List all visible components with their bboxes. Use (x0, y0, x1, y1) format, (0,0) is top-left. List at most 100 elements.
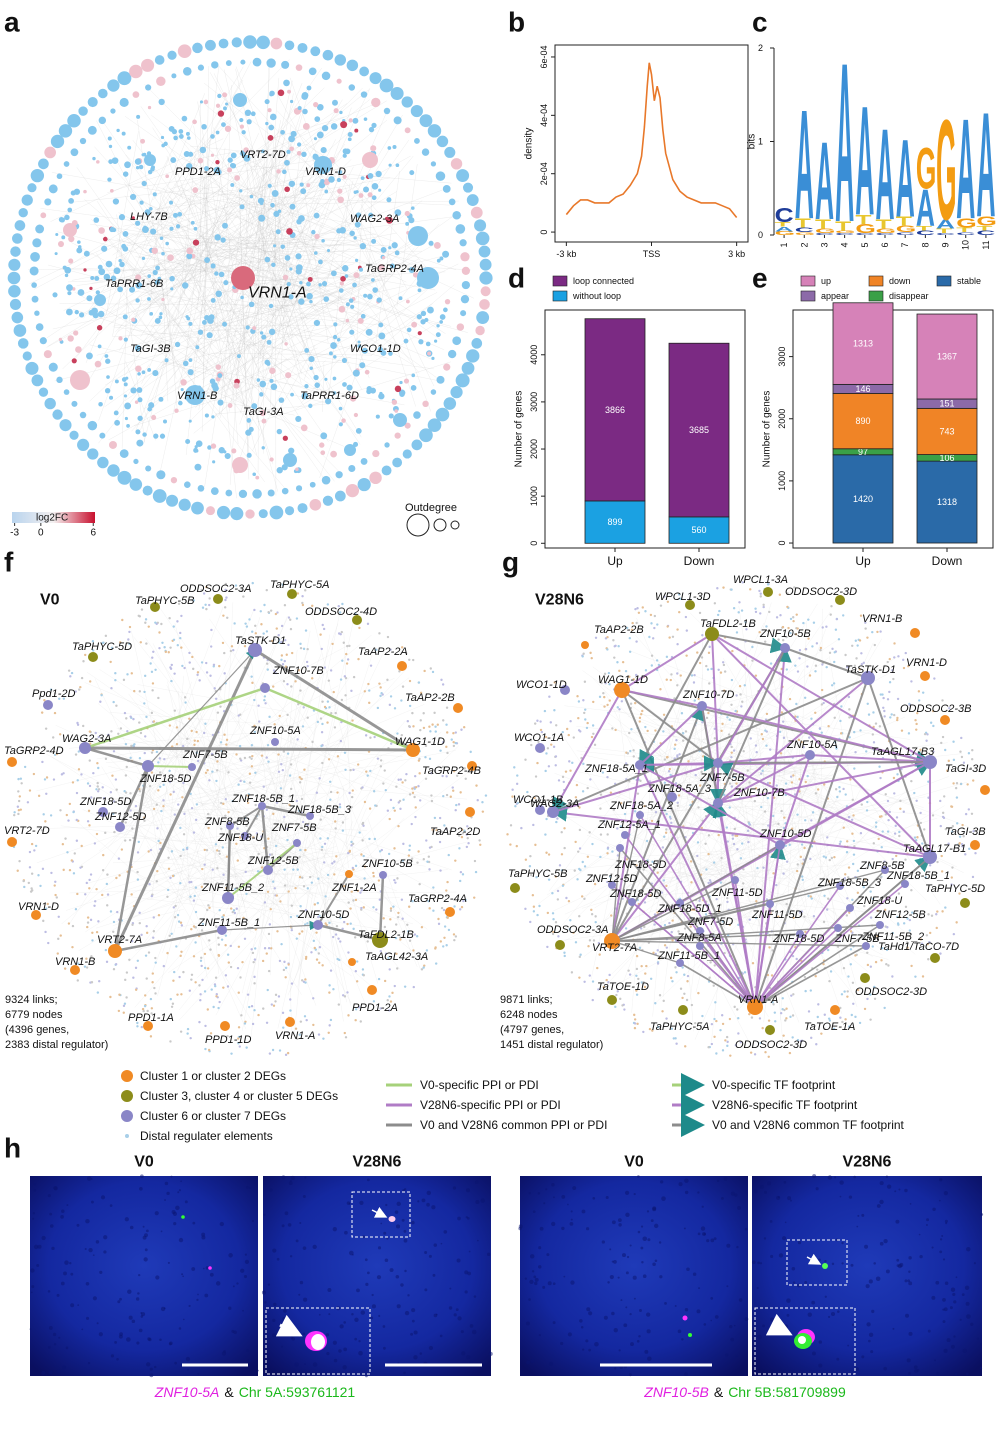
decor-node (332, 936, 334, 938)
decor-node (868, 713, 870, 715)
decor-node (339, 288, 344, 293)
decor-node (303, 885, 305, 887)
decor-node (525, 859, 527, 861)
decor-node (721, 1014, 723, 1016)
decor-node (859, 729, 861, 731)
decor-node (392, 458, 402, 468)
decor-node (233, 93, 247, 107)
decor-node (363, 877, 365, 879)
decor-node (341, 699, 343, 701)
decor-node (71, 859, 73, 861)
decor-node (304, 981, 306, 983)
decor-node (126, 766, 128, 768)
gene-label: ZNF10-7B (272, 665, 324, 677)
gene-node (260, 683, 270, 693)
decor-node (867, 703, 869, 705)
decor-node (392, 807, 394, 809)
decor-node (169, 877, 171, 879)
decor-node (211, 415, 214, 418)
decor-node (815, 1043, 817, 1045)
decor-node (171, 850, 173, 852)
decor-node (251, 765, 253, 767)
decor-node (251, 682, 253, 684)
decor-node (207, 813, 209, 815)
decor-node (42, 920, 44, 922)
decor-node (265, 257, 271, 263)
decor-node (394, 116, 402, 124)
decor-node (807, 895, 809, 897)
decor-node (786, 606, 788, 608)
decor-node (319, 837, 321, 839)
decor-node (8, 285, 20, 297)
decor-node (972, 779, 974, 781)
decor-node (330, 1019, 332, 1021)
decor-node (254, 947, 256, 949)
decor-node (226, 739, 228, 741)
decor-node (251, 111, 256, 116)
decor-node (27, 801, 29, 803)
decor-node (922, 975, 924, 977)
decor-node (859, 639, 861, 641)
decor-node (334, 820, 336, 822)
decor-node (451, 738, 453, 740)
y-axis-label: Number of genes (514, 391, 525, 468)
decor-node (145, 954, 147, 956)
decor-node (213, 664, 215, 666)
decor-node (142, 226, 149, 233)
decor-node (285, 255, 291, 261)
decor-node (378, 879, 380, 881)
decor-node (201, 124, 207, 130)
decor-node (509, 843, 511, 845)
decor-node (80, 773, 82, 775)
decor-node (795, 703, 797, 705)
decor-node (373, 790, 375, 792)
decor-node (284, 884, 286, 886)
decor-node (702, 755, 704, 757)
decor-node (393, 413, 407, 427)
decor-node (195, 926, 197, 928)
decor-node (389, 918, 391, 920)
decor-node (720, 671, 722, 673)
decor-node (779, 614, 781, 616)
decor-node (887, 830, 889, 832)
decor-node (396, 163, 400, 167)
decor-node (404, 378, 409, 383)
decor-node (200, 960, 202, 962)
decor-node (169, 724, 171, 726)
decor-node (271, 384, 278, 391)
decor-node (71, 672, 73, 674)
y-tick-label: 1000 (777, 471, 787, 491)
x-tick-label: Down (684, 554, 715, 568)
decor-node (865, 750, 867, 752)
gene-label: ZNF7-5B (182, 749, 228, 761)
decor-node (112, 157, 119, 164)
decor-node (439, 841, 441, 843)
decor-node (369, 737, 371, 739)
decor-node (237, 783, 239, 785)
decor-node (378, 393, 384, 399)
gene-label: TaAP2-2D (430, 826, 480, 838)
decor-node (439, 320, 443, 324)
decor-node (107, 177, 111, 181)
decor-node (629, 651, 631, 653)
decor-node (142, 1008, 144, 1010)
decor-node (723, 664, 725, 666)
legend-label: appear (821, 291, 849, 301)
decor-node (800, 856, 802, 858)
decor-node (395, 433, 401, 439)
decor-node (321, 147, 327, 153)
decor-node (882, 697, 884, 699)
decor-node (67, 335, 73, 341)
decor-node (266, 662, 268, 664)
decor-node (241, 130, 245, 134)
decor-node (111, 775, 113, 777)
decor-node (361, 458, 368, 465)
decor-node (362, 822, 364, 824)
decor-node (301, 602, 303, 604)
decor-node (239, 745, 241, 747)
decor-node (97, 991, 99, 993)
decor-node (817, 1016, 819, 1018)
decor-node (406, 924, 408, 926)
decor-node (442, 683, 444, 685)
decor-node (770, 662, 772, 664)
